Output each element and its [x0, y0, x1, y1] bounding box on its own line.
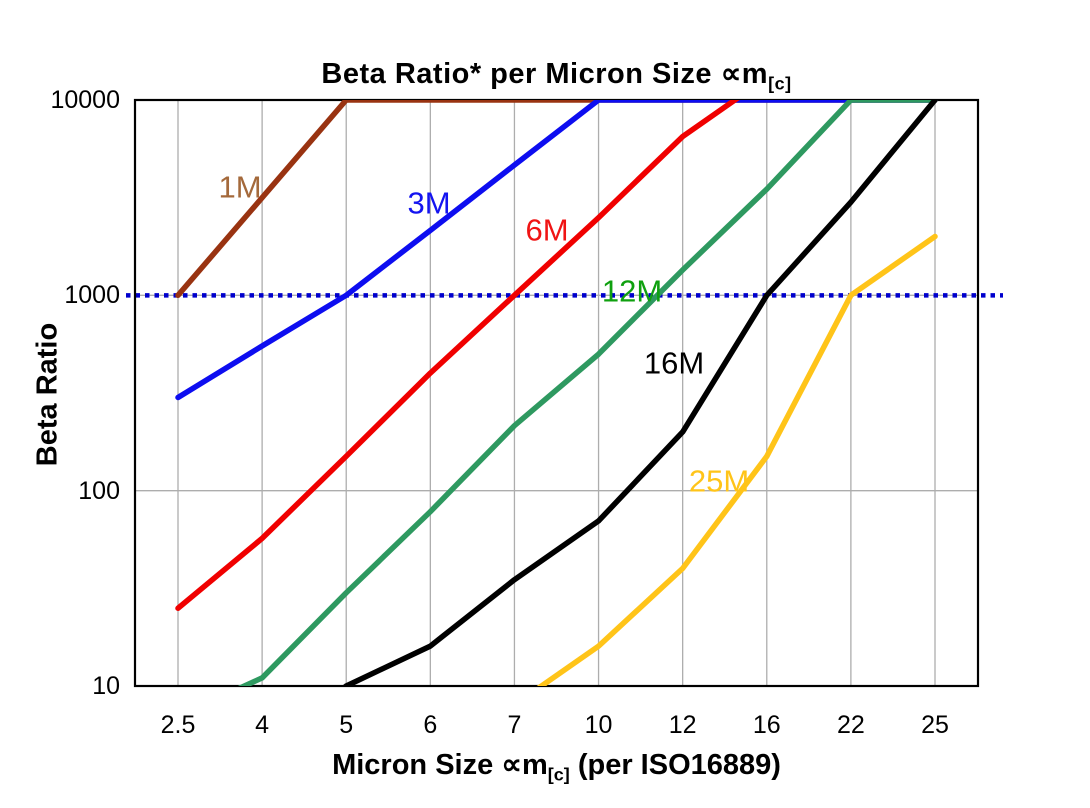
x-axis-title: Micron Size ∝m[c] (per ISO16889) [135, 747, 978, 785]
y-tick-label: 100 [78, 476, 120, 505]
series-line-6M [175, 100, 740, 612]
chart-title: Beta Ratio* per Micron Size ∝m[c] [135, 56, 978, 94]
series-label-12M: 12M [601, 273, 663, 309]
x-tick-label: 12 [668, 711, 697, 739]
chart-title-text: Beta Ratio* per Micron Size [321, 58, 721, 90]
y-axis-title: Beta Ratio [31, 322, 64, 467]
x-tick-label: 4 [255, 711, 270, 739]
x-tick-label: 6 [423, 711, 438, 739]
x-axis-title-text: Micron Size [332, 749, 502, 781]
x-tick-label: 16 [752, 711, 781, 739]
micron-symbol: ∝m [720, 58, 769, 90]
chart-title-subscript: [c] [768, 73, 792, 94]
y-tick-label: 10 [92, 672, 120, 700]
y-tick-label: 10000 [50, 86, 120, 114]
series-line-3M [175, 100, 938, 401]
series-line-1M [175, 100, 938, 299]
series-label-1M: 1M [218, 169, 262, 205]
series-label-16M: 16M [643, 345, 705, 381]
series-label-6M: 6M [525, 212, 569, 248]
x-tick-label: 25 [921, 711, 949, 739]
series-line-12M [237, 100, 938, 686]
x-tick-label: 10 [584, 711, 613, 739]
x-tick-label: 7 [507, 711, 522, 739]
x-axis-title-subscript: [c] [547, 764, 570, 785]
series-line-25M [536, 233, 938, 686]
x-axis-title-suffix: (per ISO16889) [569, 749, 781, 781]
series-line-16M [341, 100, 938, 686]
x-tick-label: 5 [339, 711, 354, 739]
x-tick-label: 22 [836, 711, 865, 739]
micron-symbol: ∝m [501, 749, 548, 781]
y-tick-label: 1000 [64, 281, 120, 310]
series-label-25M: 25M [688, 463, 750, 499]
series-label-3M: 3M [407, 185, 451, 221]
x-tick-label: 2.5 [160, 711, 196, 739]
